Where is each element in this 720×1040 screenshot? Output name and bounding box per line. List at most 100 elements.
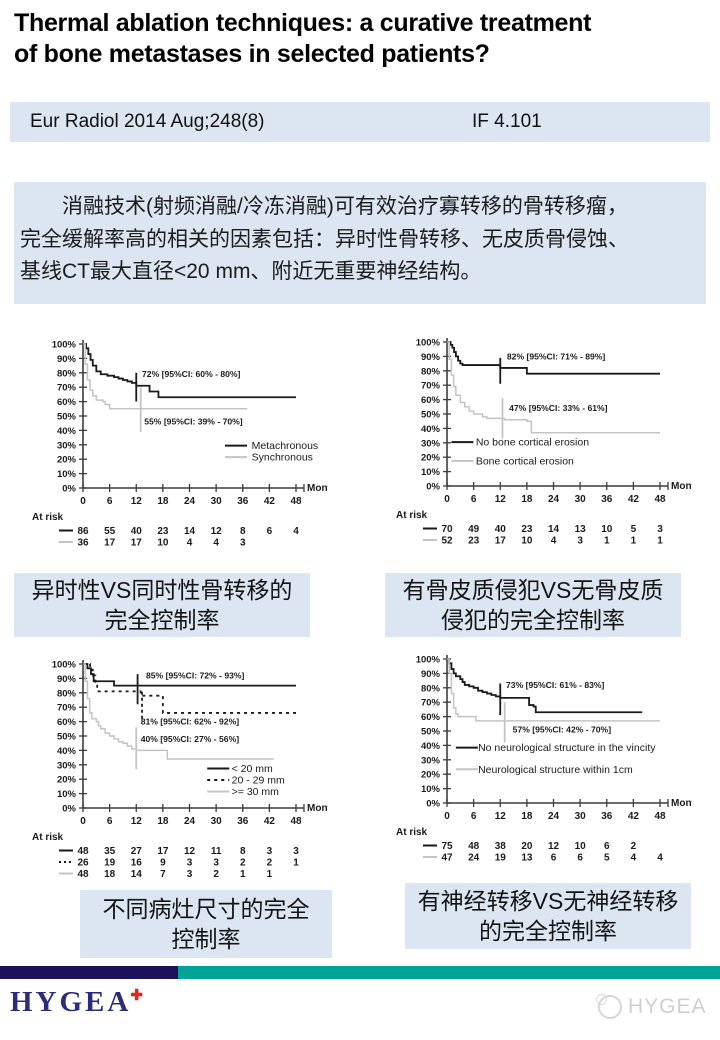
- hygea-logo: HYGEA✚: [10, 986, 143, 1019]
- svg-text:48: 48: [290, 816, 302, 827]
- svg-text:6: 6: [471, 494, 477, 505]
- svg-text:18: 18: [521, 811, 533, 822]
- km-chart-neurological-structure: 0%10%20%30%40%50%60%70%80%90%100%0 6 12 18 2…: [396, 655, 692, 864]
- svg-text:42: 42: [264, 496, 276, 507]
- svg-text:20 - 29 mm: 20 - 29 mm: [232, 775, 285, 787]
- svg-text:40%: 40%: [421, 424, 441, 435]
- svg-text:At risk: At risk: [32, 512, 64, 523]
- footer-bar-teal: [178, 966, 720, 979]
- journal-reference: Eur Radiol 2014 Aug;248(8): [30, 111, 265, 132]
- page-title: Thermal ablation techniques: a curative …: [14, 8, 714, 70]
- svg-text:0%: 0%: [426, 799, 440, 810]
- hygea-stamp-icon: [596, 994, 622, 1019]
- svg-text:17: 17: [104, 538, 116, 549]
- svg-text:2: 2: [631, 841, 637, 852]
- svg-text:6: 6: [551, 853, 557, 864]
- svg-text:30%: 30%: [57, 760, 77, 771]
- svg-text:24: 24: [184, 496, 196, 507]
- hygea-watermark: HYGEA: [596, 994, 707, 1019]
- svg-text:Synchronous: Synchronous: [252, 452, 313, 464]
- svg-text:86: 86: [77, 526, 89, 537]
- impact-factor: IF 4.101: [472, 111, 542, 132]
- svg-text:48: 48: [654, 811, 666, 822]
- caption-neurological: 有神经转移VS无神经转移 的完全控制率: [405, 883, 691, 949]
- svg-text:20%: 20%: [57, 775, 77, 786]
- svg-text:80%: 80%: [421, 683, 441, 694]
- svg-text:48: 48: [77, 846, 89, 857]
- svg-text:12: 12: [495, 494, 507, 505]
- svg-text:6: 6: [471, 811, 477, 822]
- svg-text:2: 2: [240, 858, 246, 869]
- svg-text:13: 13: [575, 524, 587, 535]
- svg-text:18: 18: [104, 869, 116, 880]
- svg-text:48: 48: [468, 841, 480, 852]
- svg-text:0%: 0%: [426, 482, 440, 493]
- svg-text:23: 23: [468, 536, 480, 547]
- page-title-line2: of bone metastases in selected patients?: [14, 40, 490, 68]
- svg-text:80%: 80%: [57, 688, 77, 699]
- svg-text:85% [95%CI: 72% - 93%]: 85% [95%CI: 72% - 93%]: [146, 670, 245, 680]
- svg-text:70%: 70%: [421, 381, 441, 392]
- svg-text:1: 1: [240, 869, 246, 880]
- km-chart-lesion-size: 0%10%20%30%40%50%60%70%80%90%100%0 6 12 18 2…: [32, 660, 328, 881]
- svg-text:1: 1: [631, 536, 637, 547]
- svg-text:50%: 50%: [57, 412, 77, 423]
- svg-text:36: 36: [237, 496, 249, 507]
- svg-text:27: 27: [131, 846, 143, 857]
- svg-text:10: 10: [575, 841, 587, 852]
- hygea-watermark-text: HYGEA: [628, 995, 707, 1018]
- svg-text:19: 19: [495, 853, 507, 864]
- svg-text:14: 14: [184, 526, 196, 537]
- svg-text:5: 5: [631, 524, 637, 535]
- caption-line: 有神经转移VS无神经转移: [417, 887, 679, 914]
- svg-text:4: 4: [293, 526, 299, 537]
- svg-text:Neurological structure within: Neurological structure within 1cm: [478, 764, 633, 776]
- svg-text:10%: 10%: [57, 789, 77, 800]
- svg-text:48: 48: [654, 494, 666, 505]
- svg-text:48: 48: [77, 869, 89, 880]
- svg-text:100%: 100%: [52, 660, 77, 671]
- svg-text:10: 10: [157, 538, 169, 549]
- caption-line: 异时性VS同时性骨转移的: [31, 576, 293, 603]
- citation-banner: Eur Radiol 2014 Aug;248(8) IF 4.101: [10, 102, 710, 142]
- svg-text:47: 47: [441, 853, 453, 864]
- svg-text:12: 12: [184, 846, 196, 857]
- caption-line: 完全控制率: [104, 607, 220, 633]
- svg-text:18: 18: [157, 816, 169, 827]
- svg-text:At risk: At risk: [396, 827, 428, 838]
- svg-text:12: 12: [131, 496, 143, 507]
- svg-text:3: 3: [293, 846, 299, 857]
- svg-text:3: 3: [267, 846, 273, 857]
- svg-text:73% [95%CI: 61% - 83%]: 73% [95%CI: 61% - 83%]: [506, 680, 605, 690]
- svg-text:23: 23: [521, 524, 533, 535]
- svg-text:6: 6: [107, 816, 113, 827]
- svg-text:70%: 70%: [57, 703, 77, 714]
- svg-text:60%: 60%: [421, 395, 441, 406]
- caption-line: 控制率: [171, 926, 241, 952]
- caption-line: 不同病灶尺寸的完全: [102, 895, 310, 922]
- svg-text:14: 14: [131, 869, 143, 880]
- svg-text:40%: 40%: [57, 746, 77, 757]
- svg-text:< 20 mm: < 20 mm: [232, 763, 273, 775]
- svg-text:23: 23: [157, 526, 169, 537]
- svg-text:75: 75: [441, 841, 453, 852]
- svg-text:30: 30: [575, 494, 587, 505]
- svg-text:42: 42: [628, 811, 640, 822]
- svg-text:42: 42: [628, 494, 640, 505]
- svg-text:Months: Months: [307, 483, 328, 494]
- svg-text:3: 3: [657, 524, 663, 535]
- svg-text:24: 24: [548, 811, 560, 822]
- svg-text:50%: 50%: [421, 410, 441, 421]
- svg-text:19: 19: [104, 858, 116, 869]
- svg-text:1: 1: [604, 536, 610, 547]
- svg-text:36: 36: [77, 538, 89, 549]
- svg-text:10%: 10%: [421, 467, 441, 478]
- svg-text:100%: 100%: [52, 340, 77, 351]
- svg-text:3: 3: [187, 869, 193, 880]
- svg-text:20: 20: [521, 841, 533, 852]
- svg-text:0: 0: [80, 496, 86, 507]
- svg-text:36: 36: [601, 494, 613, 505]
- svg-text:>= 30 mm: >= 30 mm: [232, 786, 280, 798]
- svg-text:10: 10: [521, 536, 533, 547]
- svg-text:60%: 60%: [421, 712, 441, 723]
